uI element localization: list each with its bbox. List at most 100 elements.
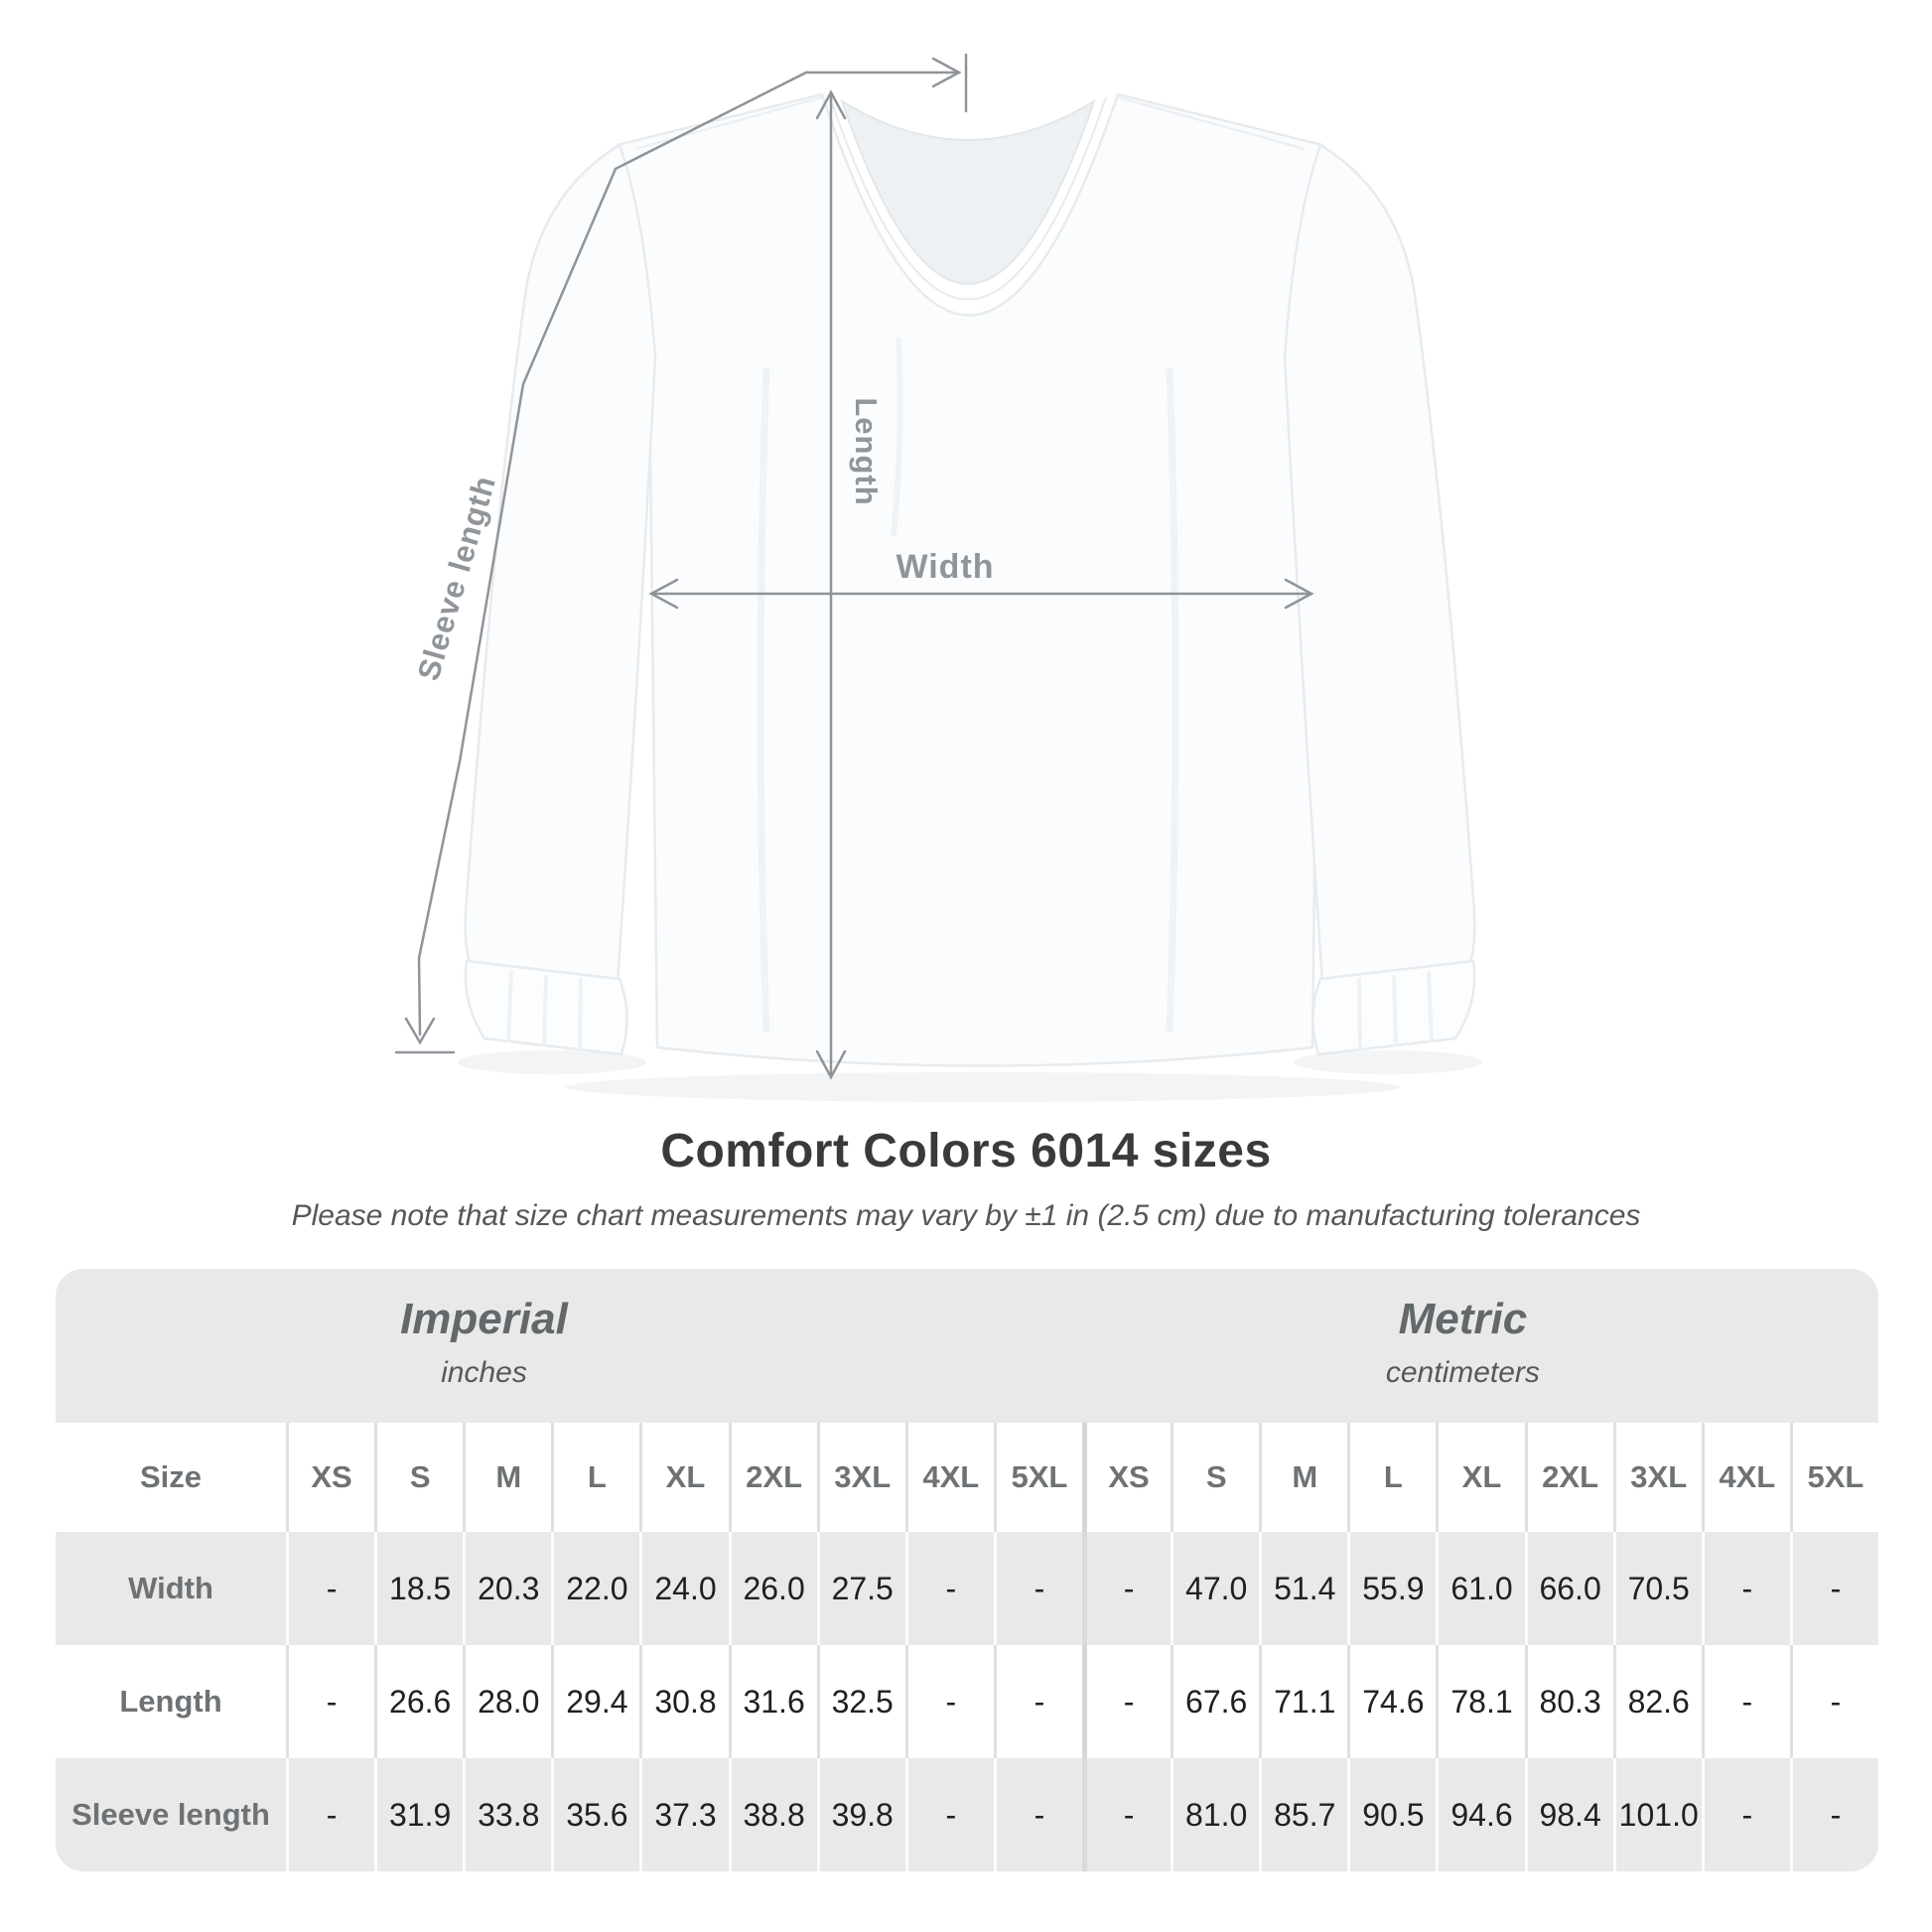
sleeve-length-arrowhead [404,1017,436,1045]
length-metric-xs: - [1082,1645,1171,1758]
width-metric-xl: 61.0 [1436,1532,1524,1645]
shirt-collar [840,98,1096,285]
length-metric-5xl: - [1789,1645,1878,1758]
length-imperial-2xl: 31.6 [728,1645,817,1758]
sleeve-imperial-3xl: 39.8 [816,1758,905,1871]
sleeve-metric-l: 90.5 [1347,1758,1436,1871]
length-metric-l: 74.6 [1347,1645,1436,1758]
shirt-measurement-diagram: Sleeve length Length Width [394,53,1482,1102]
crease-left [757,366,770,1034]
width-arrowhead-left [648,578,679,610]
sleeve-imperial-m: 33.8 [463,1758,551,1871]
sleeve-imperial-xl: 37.3 [639,1758,728,1871]
width-imperial-s: 18.5 [374,1532,463,1645]
sleeve-imperial-4xl: - [904,1758,994,1871]
table-header-row: Size XS S M L XL 2XL 3XL 4XL 5XL XS S M … [56,1423,1878,1532]
sleeve-metric-3xl: 101.0 [1612,1758,1702,1871]
width-metric-4xl: - [1701,1532,1790,1645]
sleeve-imperial-s: 31.9 [374,1758,463,1871]
length-arrowhead-bottom [815,1049,847,1080]
metric-size-header-xs: XS [1082,1423,1171,1532]
table-row-width: Width - 18.5 20.3 22.0 24.0 26.0 27.5 - … [56,1532,1878,1645]
sleeve-imperial-5xl: - [993,1758,1082,1871]
shoulder-seam-left [634,95,823,151]
length-imperial-m: 28.0 [463,1645,551,1758]
length-imperial-3xl: 32.5 [816,1645,905,1758]
sleeve-metric-5xl: - [1789,1758,1878,1871]
metric-size-header-l: L [1347,1423,1436,1532]
metric-size-header-xl: XL [1436,1423,1524,1532]
table-row-length: Length - 26.6 28.0 29.4 30.8 31.6 32.5 -… [56,1645,1878,1758]
measurement-lines [394,53,1314,1080]
width-metric-m: 51.4 [1259,1532,1347,1645]
metric-size-header-s: S [1171,1423,1259,1532]
sleeve-imperial-xs: - [286,1758,374,1871]
sleeve-metric-4xl: - [1701,1758,1790,1871]
imperial-group-title: Imperial [400,1295,568,1343]
sleeve-metric-xs: - [1082,1758,1171,1871]
shirt-illustration: Sleeve length Length Width [394,53,1482,1102]
width-imperial-4xl: - [904,1532,994,1645]
width-label: Width [896,548,994,586]
length-metric-s: 67.6 [1171,1645,1259,1758]
width-metric-s: 47.0 [1171,1532,1259,1645]
table-row-sleeve-length: Sleeve length - 31.9 33.8 35.6 37.3 38.8… [56,1758,1878,1871]
collar-seam [829,96,1107,301]
imperial-size-header-4xl: 4XL [904,1423,994,1532]
metric-size-header-m: M [1259,1423,1347,1532]
metric-size-header-3xl: 3XL [1612,1423,1702,1532]
width-imperial-m: 20.3 [463,1532,551,1645]
length-metric-xl: 78.1 [1436,1645,1524,1758]
size-table: Imperial inches Metric centimeters Size … [56,1269,1878,1871]
length-metric-m: 71.1 [1259,1645,1347,1758]
cuff-shadow-right [1294,1050,1482,1074]
imperial-size-header-l: L [551,1423,639,1532]
width-imperial-xs: - [286,1532,374,1645]
crease-right [1166,366,1179,1034]
size-column-header: Size [139,1459,203,1494]
shirt-shadow [566,1072,1400,1102]
metric-size-header-2xl: 2XL [1524,1423,1613,1532]
length-imperial-xl: 30.8 [639,1645,728,1758]
width-imperial-xl: 24.0 [639,1532,728,1645]
length-imperial-xs: - [286,1645,374,1758]
page-subtitle: Please note that size chart measurements… [291,1199,1641,1232]
crease-chest [891,337,903,537]
imperial-group-unit: inches [441,1356,527,1389]
page-title: Comfort Colors 6014 sizes [660,1125,1272,1177]
cuff-shadow-left [458,1050,646,1074]
length-imperial-s: 26.6 [374,1645,463,1758]
width-metric-5xl: - [1789,1532,1878,1645]
row-label: Length [119,1684,222,1719]
metric-group-title: Metric [1398,1295,1528,1343]
cuff-ribs-right [1357,970,1434,1050]
length-imperial-5xl: - [993,1645,1082,1758]
width-imperial-l: 22.0 [551,1532,639,1645]
sleeve-metric-s: 81.0 [1171,1758,1259,1871]
width-imperial-2xl: 26.0 [728,1532,817,1645]
sleeve-metric-m: 85.7 [1259,1758,1347,1871]
imperial-size-header-xs: XS [286,1423,374,1532]
shirt-sleeve-left [464,143,657,985]
width-metric-2xl: 66.0 [1524,1532,1613,1645]
row-label: Sleeve length [71,1797,270,1832]
imperial-size-header-m: M [463,1423,551,1532]
width-imperial-3xl: 27.5 [816,1532,905,1645]
sleeve-metric-2xl: 98.4 [1524,1758,1613,1871]
width-metric-3xl: 70.5 [1612,1532,1702,1645]
width-imperial-5xl: - [993,1532,1082,1645]
imperial-size-header-3xl: 3XL [816,1423,905,1532]
metric-group-unit: centimeters [1385,1356,1540,1389]
sleeve-imperial-2xl: 38.8 [728,1758,817,1871]
imperial-size-header-xl: XL [639,1423,728,1532]
imperial-group: Imperial inches [400,1295,568,1390]
imperial-size-header-2xl: 2XL [728,1423,817,1532]
row-label: Width [128,1571,213,1605]
imperial-size-header-s: S [374,1423,463,1532]
metric-group: Metric centimeters [1386,1295,1540,1390]
width-metric-l: 55.9 [1347,1532,1436,1645]
metric-size-header-4xl: 4XL [1701,1423,1790,1532]
shoulder-seam-right [1117,95,1306,151]
imperial-size-header-5xl: 5XL [993,1423,1082,1532]
